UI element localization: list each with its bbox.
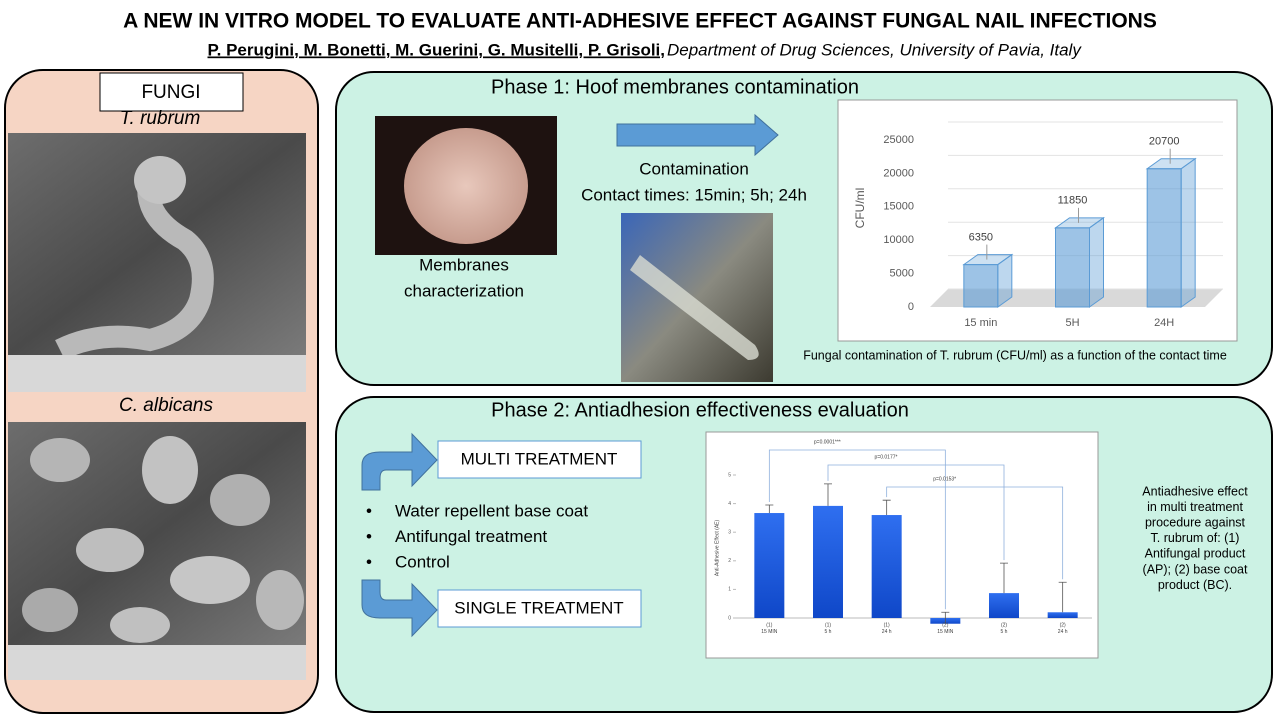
value-label: 11850 (1058, 195, 1088, 207)
phase-title: Phase 1: Hoof membranes contamination (491, 76, 859, 98)
error-bar (765, 504, 774, 514)
x-tick-label: 5 h (825, 629, 832, 635)
authors: P. Perugini, M. Bonetti, M. Guerini, G. … (208, 40, 666, 59)
x-tick-label: 15 MIN (937, 629, 954, 635)
bullet: • (366, 552, 372, 571)
y-tick-label: 0 (728, 615, 731, 621)
arrow (616, 113, 779, 157)
y-tick-label: 2 (728, 558, 731, 564)
error-bar (824, 483, 832, 506)
x-tick-label: 15 min (964, 317, 997, 329)
x-tick-label: 24H (1154, 317, 1174, 329)
error-bar (1000, 562, 1008, 594)
side-text-line: product (BC). (1158, 578, 1232, 592)
y-tick-label: 5 (728, 472, 731, 478)
x-tick-label: 5H (1065, 317, 1079, 329)
fungi-title: FUNGI (141, 82, 200, 103)
p-value: p=0.0153* (933, 476, 956, 482)
bar (813, 505, 843, 618)
x-tick-label: 15 MIN (761, 629, 778, 635)
y-tick-label: 0 (908, 301, 914, 313)
side-text-line: procedure against (1145, 515, 1246, 529)
x-tick-label: 24 h (1058, 629, 1068, 635)
x-tick-label: (2) (942, 622, 948, 628)
bar-side (1089, 216, 1104, 308)
x-tick-label: (2) (1001, 622, 1007, 628)
bullet: • (366, 501, 372, 520)
error-bar (941, 611, 950, 624)
contamination-label: Contamination (639, 159, 749, 178)
treatment-box (437, 589, 642, 628)
bracket (886, 486, 1064, 580)
bar (1146, 168, 1182, 308)
error-bar (1058, 581, 1067, 613)
y-tick-label: 4 (728, 501, 731, 507)
bar (989, 593, 1019, 618)
y-tick-label: 3 (728, 530, 731, 536)
chart-caption: Fungal contamination of T. rubrum (CFU/m… (803, 348, 1227, 362)
treatment-label: SINGLE TREATMENT (454, 598, 623, 617)
value-label: 20700 (1149, 136, 1180, 148)
treatment-box (437, 440, 642, 479)
y-tick-label: 25000 (883, 134, 914, 146)
bar (1047, 612, 1078, 618)
membranes-label: characterization (404, 281, 524, 300)
sem-image (8, 422, 306, 680)
x-tick-label: (2) (1060, 622, 1066, 628)
bullet-text: Control (395, 552, 450, 571)
phase-title: Phase 2: Antiadhesion effectiveness eval… (491, 399, 909, 421)
side-text-line: (AP); (2) base coat (1143, 562, 1248, 576)
bar (963, 264, 999, 308)
bar (754, 513, 785, 618)
bar (1055, 227, 1090, 308)
bent-arrow (361, 579, 438, 638)
bullet-text: Water repellent base coat (395, 501, 588, 520)
bar-side (1180, 157, 1196, 308)
species-name: T. rubrum (120, 108, 201, 129)
affiliation: Department of Drug Sciences, University … (667, 40, 1082, 59)
value-label: 6350 (969, 231, 993, 243)
x-tick-label: (1) (825, 622, 831, 628)
y-tick-label: 5000 (890, 268, 914, 280)
side-text-line: Antiadhesive effect (1142, 484, 1248, 498)
tube-photo (621, 213, 773, 382)
bullet-text: Antifungal treatment (395, 527, 547, 546)
species-name: C. albicans (119, 395, 213, 416)
bracket (827, 464, 1005, 561)
title: A NEW IN VITRO MODEL TO EVALUATE ANTI-AD… (123, 10, 1157, 33)
x-tick-label: (1) (766, 622, 772, 628)
x-tick-label: 24 h (882, 629, 892, 635)
x-tick-label: (1) (884, 622, 890, 628)
error-bar (882, 499, 891, 516)
y-tick-label: 20000 (883, 167, 914, 179)
bullet-list: • Water repellent base coat • Antifungal tr… (366, 501, 588, 571)
side-text-line: Antifungal product (1145, 547, 1246, 561)
chart: 0 5000 10000 15000 20000 25000 CFU/ml 6350 15 mi… (853, 121, 1223, 329)
treatment-label: MULTI TREATMENT (461, 449, 618, 468)
contamination-label: Contact times: 15min; 5h; 24h (581, 185, 807, 204)
membrane-photo (375, 116, 557, 255)
side-text-line: in multi treatment (1147, 500, 1243, 514)
y-tick-label: 15000 (883, 201, 914, 213)
bracket (768, 449, 946, 610)
bar (871, 515, 902, 618)
y-tick-label: 10000 (883, 234, 914, 246)
p-value: p=0.0001*** (814, 439, 841, 445)
side-text-line: T. rubrum of: (1) (1151, 531, 1240, 545)
y-tick-label: 1 (728, 587, 731, 593)
x-tick-label: 5 h (1001, 629, 1008, 635)
membranes-label: Membranes (419, 255, 509, 274)
sem-image (8, 133, 306, 392)
fungi-box (99, 72, 244, 112)
bullet: • (366, 527, 372, 546)
p-value: p=0.0177* (875, 454, 898, 460)
y-axis-label: Anti-Adhesive Effect (AE) (714, 520, 720, 577)
y-axis-label: CFU/ml (853, 188, 867, 229)
bent-arrow (361, 432, 438, 491)
